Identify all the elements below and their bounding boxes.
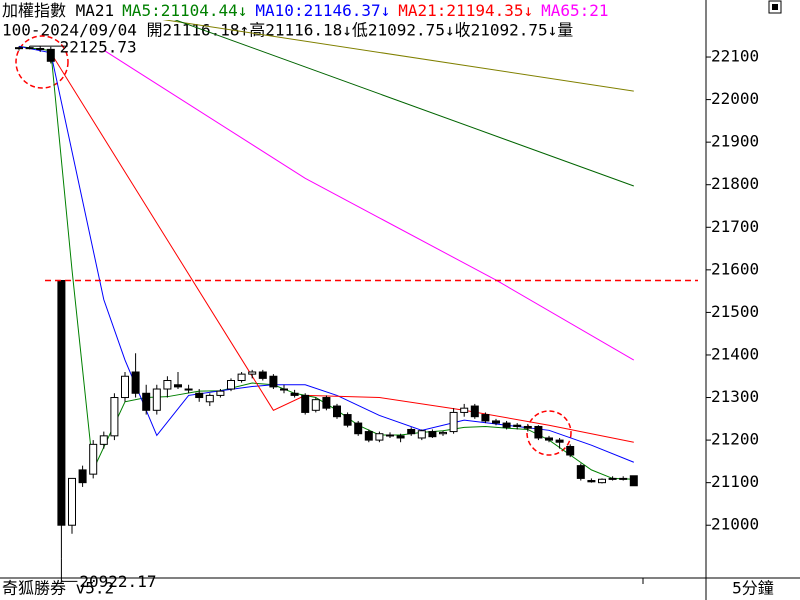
candle-body [311, 399, 320, 411]
candle-body [470, 405, 479, 418]
plot-area [15, 20, 638, 559]
candle-body [417, 430, 426, 439]
candle-body [492, 420, 500, 424]
candle-body [68, 477, 76, 526]
ma-line [50, 52, 634, 443]
candle-body [354, 422, 363, 435]
indicator: MA10:21146.37↓ [255, 1, 390, 20]
candle-body [460, 407, 469, 413]
candle-body [449, 411, 458, 433]
candle-body [555, 439, 564, 443]
y-tick-label: 22000 [711, 89, 759, 108]
candle-body [142, 392, 151, 411]
y-tick-label: 21900 [711, 132, 759, 151]
candle-body [566, 445, 575, 456]
candle-body [428, 431, 437, 438]
candle-body [216, 390, 225, 396]
candle-body [195, 392, 204, 399]
candle-body [258, 371, 267, 379]
candle-body [629, 475, 638, 487]
candle-body [322, 397, 331, 409]
header-line: 加權指數 MA21 MA5:21104.44↓ MA10:21146.37↓ MA21… [2, 1, 609, 20]
indicator: MA65:21 [541, 1, 608, 20]
y-tick-label: 21500 [711, 302, 759, 321]
candle-body [237, 373, 246, 382]
y-tick-label: 21300 [711, 387, 759, 406]
annotation-label: 20922.17 [79, 572, 156, 591]
candle-body [248, 371, 257, 375]
candle-body [131, 371, 140, 394]
candle-body [184, 388, 193, 391]
candle-body [36, 48, 45, 51]
ma-line [174, 20, 634, 187]
candle-body [364, 431, 373, 441]
candle-body [163, 380, 172, 390]
candle-body [608, 477, 617, 480]
y-tick-label: 21200 [711, 430, 759, 449]
candle-body [205, 394, 214, 403]
candle-body [290, 392, 299, 396]
annotation-leader [60, 558, 78, 582]
ma-line [103, 49, 635, 361]
candle-body [343, 414, 352, 426]
candle-body [576, 465, 585, 479]
footer-label: 奇狐勝券 v5.2 [2, 579, 114, 598]
candle-body [78, 469, 87, 484]
candle-body [89, 443, 98, 475]
indicator: MA21:21194.35↓ [398, 1, 533, 20]
candle-body [407, 428, 416, 435]
info-line: 100-2024/09/04 開21116.18↑高21116.18↓低2109… [2, 21, 573, 40]
y-tick-label: 21000 [711, 515, 759, 534]
highlight-circle [526, 410, 572, 456]
y-tick-label: 21700 [711, 217, 759, 236]
y-tick-label: 21400 [711, 344, 759, 363]
candle-body [121, 375, 129, 399]
window-icon-inner [772, 4, 778, 10]
candle-body [386, 434, 394, 437]
candle-body [99, 435, 108, 445]
y-tick-label: 21600 [711, 259, 759, 278]
candle-body [375, 433, 384, 441]
candle-body [481, 414, 490, 422]
candle-body [439, 431, 447, 435]
chart-title: 加權指數 MA21 [2, 1, 114, 20]
candle-body [598, 478, 606, 484]
candle-body [227, 380, 235, 390]
candle-body [110, 397, 119, 437]
y-tick-label: 22100 [711, 47, 759, 66]
candle-body [301, 394, 310, 413]
annotation-label: 22125.73 [60, 38, 137, 57]
candle-body [25, 47, 34, 50]
candle-body [46, 48, 55, 62]
y-tick-label: 21800 [711, 174, 759, 193]
candle-body [333, 405, 341, 418]
indicator: MA5:21104.44↓ [122, 1, 247, 20]
candle-body [534, 425, 543, 439]
y-tick-label: 21100 [711, 472, 759, 491]
ma-line [162, 20, 634, 92]
candle-body [396, 435, 405, 439]
candle-body [502, 422, 511, 428]
candle-body [513, 424, 522, 427]
candle-body [619, 477, 628, 480]
candle-body [15, 47, 23, 50]
candle-body [174, 384, 182, 388]
candle-body [587, 480, 596, 483]
candle-body [152, 388, 161, 411]
highlight-circle [15, 35, 69, 89]
period-label: 5分鐘 [732, 579, 774, 598]
candle-body [545, 437, 553, 441]
candle-body [57, 279, 66, 526]
candle-body [523, 425, 532, 429]
candle-body [280, 388, 288, 391]
candle-body [269, 375, 278, 388]
